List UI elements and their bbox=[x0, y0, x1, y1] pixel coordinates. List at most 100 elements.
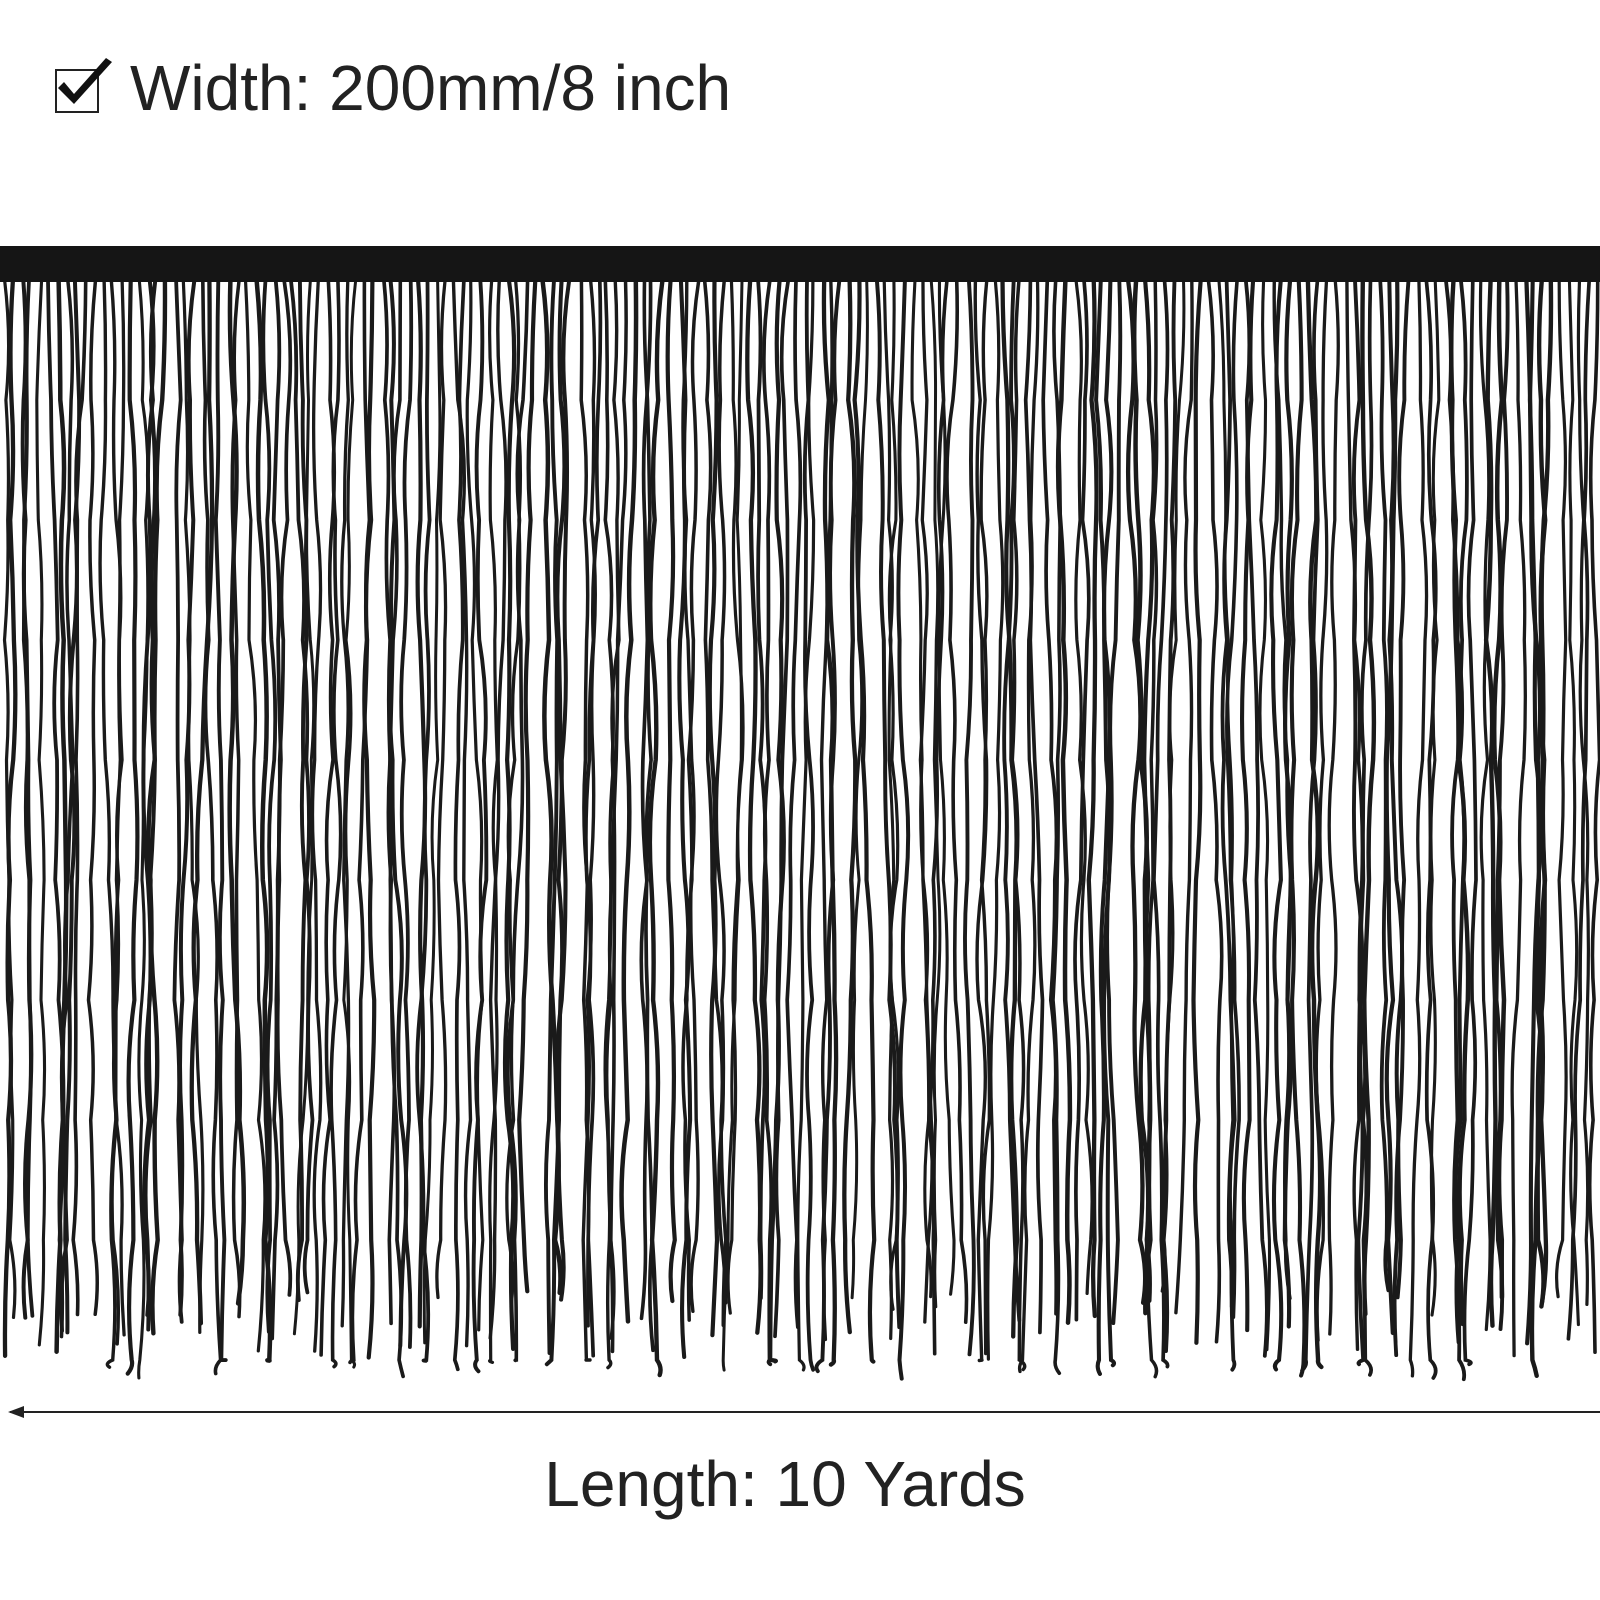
fringe-strand bbox=[451, 278, 473, 1348]
fringe-strand bbox=[1220, 278, 1237, 1372]
fringe-strand bbox=[1074, 278, 1094, 1295]
fringe-strand bbox=[1314, 278, 1329, 1342]
fringe-strand bbox=[681, 278, 700, 1313]
fringe-strand bbox=[1206, 278, 1224, 1344]
fringe-strand bbox=[937, 278, 956, 1296]
fringe-strand bbox=[1576, 278, 1590, 1306]
fringe-strand bbox=[1269, 277, 1284, 1372]
fringe-strand bbox=[544, 278, 572, 1367]
fringe-strand bbox=[896, 278, 911, 1381]
fringe-strand bbox=[1017, 278, 1040, 1374]
fringe-strand bbox=[850, 278, 869, 1300]
fringe-strand bbox=[773, 278, 791, 1339]
fringe-strand bbox=[814, 278, 842, 1374]
fringe-strand bbox=[681, 278, 701, 1322]
fringe-strand bbox=[986, 278, 1005, 1361]
fringe-strand bbox=[1510, 278, 1527, 1358]
fringe-strand bbox=[310, 278, 323, 1353]
fringe-strand bbox=[141, 278, 158, 1317]
fringe-strand bbox=[254, 277, 273, 1363]
fringe-strand bbox=[1055, 277, 1073, 1325]
fringe-strand bbox=[125, 277, 140, 1376]
fringe-strand bbox=[387, 278, 403, 1326]
fringe-strand bbox=[181, 278, 205, 1334]
fringe-strand bbox=[1239, 277, 1256, 1333]
fringe-strand bbox=[20, 278, 34, 1320]
check-mark bbox=[58, 58, 112, 104]
fringe-strand bbox=[1483, 277, 1498, 1328]
fringe-strand bbox=[721, 278, 744, 1372]
fringe-band bbox=[0, 246, 1600, 282]
fringe-strand bbox=[505, 278, 523, 1309]
fringe-strand bbox=[1258, 278, 1272, 1352]
fringe-strand bbox=[1073, 278, 1091, 1322]
fringe-strand bbox=[63, 278, 82, 1335]
fringe-strand bbox=[227, 277, 247, 1306]
fringe-strand bbox=[1360, 277, 1377, 1317]
fringe-strand bbox=[1191, 277, 1203, 1345]
fringe-strand bbox=[243, 278, 267, 1353]
fringe-strand bbox=[1125, 277, 1148, 1305]
fringe-strand bbox=[702, 278, 728, 1328]
fringe-strand bbox=[230, 278, 242, 1319]
fringe-strand bbox=[1138, 277, 1156, 1303]
fringe-strand bbox=[1152, 278, 1170, 1369]
fringe-strand bbox=[1566, 278, 1592, 1341]
fringe-strand bbox=[1462, 278, 1478, 1367]
length-arrow-head bbox=[8, 1406, 24, 1418]
fringe-strand bbox=[963, 278, 976, 1357]
fringe-strand bbox=[270, 278, 293, 1341]
fringe-strand bbox=[1392, 278, 1411, 1358]
fringe-strand bbox=[189, 277, 215, 1326]
fringe-strand bbox=[714, 278, 728, 1305]
fringe-strand bbox=[796, 278, 816, 1372]
fringe-strand bbox=[640, 278, 655, 1353]
fringe-strand bbox=[178, 278, 197, 1317]
fringe-strand bbox=[802, 278, 815, 1372]
fringe-strand bbox=[1351, 278, 1366, 1367]
fringe-strand bbox=[517, 277, 538, 1294]
fringe-strand bbox=[852, 277, 877, 1364]
fringe-strand bbox=[1567, 278, 1580, 1327]
fringe-strand bbox=[1010, 278, 1027, 1372]
fringe-strand bbox=[86, 278, 99, 1317]
fringe-strand bbox=[665, 277, 677, 1304]
fringe-strand bbox=[1300, 278, 1320, 1373]
fringe-strand bbox=[1450, 278, 1469, 1382]
fringe-strand bbox=[71, 278, 88, 1317]
fringe-strand bbox=[543, 278, 560, 1356]
fringe-strand bbox=[1408, 278, 1429, 1378]
fringe-strand bbox=[1555, 278, 1568, 1299]
fringe-strand bbox=[435, 278, 448, 1300]
fringe bbox=[2, 277, 1600, 1382]
fringe-strand bbox=[342, 278, 358, 1369]
fringe-strand bbox=[1587, 278, 1600, 1354]
fringe-strand bbox=[329, 278, 343, 1369]
fringe-strand bbox=[926, 278, 949, 1356]
fringe-strand bbox=[422, 278, 442, 1345]
fringe-strand bbox=[465, 278, 485, 1332]
fringe-strand bbox=[581, 278, 597, 1362]
fringe-strand bbox=[1327, 278, 1340, 1336]
fringe-strand bbox=[1225, 278, 1241, 1319]
checkbox bbox=[55, 69, 99, 113]
fringe-strand bbox=[1174, 278, 1194, 1315]
width-label: Width: 200mm/8 inch bbox=[130, 52, 731, 124]
fringe-strand bbox=[1289, 277, 1307, 1378]
fringe-strand bbox=[1357, 278, 1374, 1377]
fringe-strand bbox=[979, 278, 992, 1356]
fringe-strand bbox=[172, 278, 184, 1324]
fringe-strand bbox=[1041, 278, 1059, 1316]
fringe-strand bbox=[1023, 278, 1045, 1335]
fringe-strand bbox=[1384, 277, 1400, 1336]
fringe-strand bbox=[452, 278, 466, 1372]
fringe-strand bbox=[506, 278, 530, 1363]
length-label: Length: 10 Yards bbox=[544, 1448, 1026, 1520]
fringe-strand bbox=[362, 277, 377, 1360]
fringe-strand bbox=[146, 277, 168, 1336]
fringe-strand bbox=[289, 278, 315, 1295]
fringe-strand bbox=[488, 278, 508, 1340]
fringe-strand bbox=[201, 278, 223, 1376]
